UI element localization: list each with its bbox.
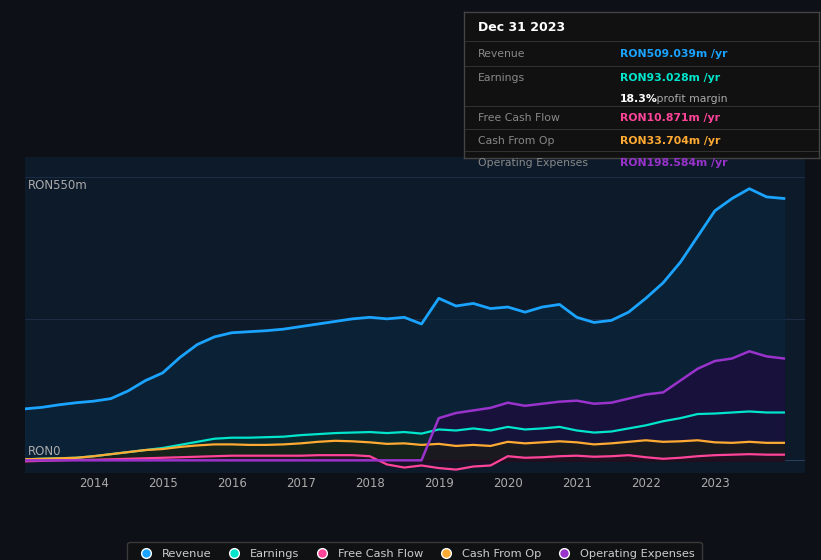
- Text: Earnings: Earnings: [478, 73, 525, 83]
- Text: RON198.584m /yr: RON198.584m /yr: [620, 158, 727, 168]
- Text: RON509.039m /yr: RON509.039m /yr: [620, 49, 727, 59]
- Text: Operating Expenses: Operating Expenses: [478, 158, 588, 168]
- Text: Revenue: Revenue: [478, 49, 525, 59]
- Legend: Revenue, Earnings, Free Cash Flow, Cash From Op, Operating Expenses: Revenue, Earnings, Free Cash Flow, Cash …: [127, 542, 702, 560]
- Text: 18.3%: 18.3%: [620, 94, 658, 104]
- Text: Cash From Op: Cash From Op: [478, 136, 554, 146]
- Text: RON550m: RON550m: [28, 179, 88, 192]
- Text: profit margin: profit margin: [653, 94, 727, 104]
- Text: Dec 31 2023: Dec 31 2023: [478, 21, 565, 34]
- Text: RON93.028m /yr: RON93.028m /yr: [620, 73, 720, 83]
- Text: Free Cash Flow: Free Cash Flow: [478, 113, 560, 123]
- Text: RON10.871m /yr: RON10.871m /yr: [620, 113, 720, 123]
- Text: RON0: RON0: [28, 445, 62, 458]
- Text: RON33.704m /yr: RON33.704m /yr: [620, 136, 720, 146]
